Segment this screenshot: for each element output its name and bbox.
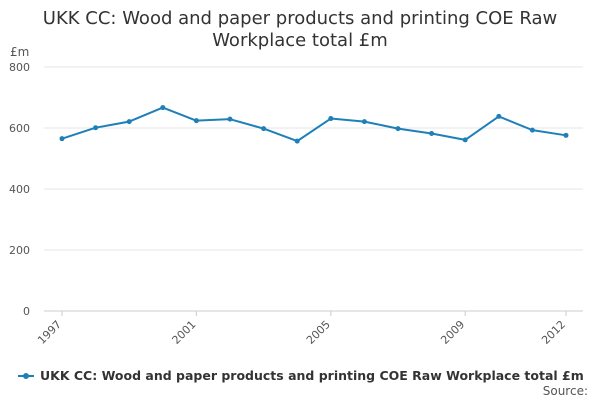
data-point-2005[interactable] — [328, 116, 334, 122]
y-tick-label: 800 — [9, 61, 30, 74]
data-point-2009[interactable] — [462, 137, 468, 143]
data-point-1997[interactable] — [59, 136, 65, 142]
data-point-2012[interactable] — [563, 132, 569, 138]
data-point-2008[interactable] — [429, 130, 435, 136]
data-point-2000[interactable] — [160, 105, 166, 111]
data-point-2007[interactable] — [395, 126, 401, 132]
data-point-2011[interactable] — [529, 127, 535, 133]
x-tick-label: 2005 — [304, 318, 333, 347]
y-axis-ticks: 0 200 400 600 800 — [9, 61, 30, 318]
chart-title: UKK CC: Wood and paper products and prin… — [0, 8, 600, 52]
data-point-2002[interactable] — [227, 116, 233, 122]
chart-title-line-1: UKK CC: Wood and paper products and prin… — [42, 8, 558, 29]
gridlines — [44, 66, 583, 312]
y-tick-label: 200 — [9, 244, 30, 257]
series-points — [59, 105, 569, 144]
y-tick-label: 400 — [9, 183, 30, 196]
data-point-2001[interactable] — [193, 118, 199, 124]
data-point-2006[interactable] — [361, 119, 367, 125]
data-point-2003[interactable] — [261, 126, 267, 132]
x-tick-label: 2001 — [170, 318, 199, 347]
source-label: Source: — [542, 384, 588, 398]
x-axis-ticks: 1997 2001 2005 2009 2012 — [35, 311, 568, 347]
y-tick-label: 0 — [23, 305, 30, 318]
series-line — [61, 106, 567, 143]
legend-swatch — [18, 371, 34, 381]
data-point-2004[interactable] — [294, 138, 300, 144]
x-tick-label: 2009 — [438, 318, 467, 347]
y-axis-label: £m — [10, 45, 29, 59]
x-tick-label: 2012 — [539, 318, 568, 347]
x-tick-label: 1997 — [35, 318, 64, 347]
data-point-1998[interactable] — [93, 125, 99, 131]
chart-title-line-2: Workplace total £m — [212, 30, 388, 51]
y-tick-label: 600 — [9, 122, 30, 135]
legend[interactable]: UKK CC: Wood and paper products and prin… — [18, 368, 584, 383]
data-point-1999[interactable] — [126, 119, 132, 125]
series-polyline — [61, 106, 567, 143]
data-point-2010[interactable] — [496, 113, 502, 119]
legend-label: UKK CC: Wood and paper products and prin… — [40, 368, 584, 383]
